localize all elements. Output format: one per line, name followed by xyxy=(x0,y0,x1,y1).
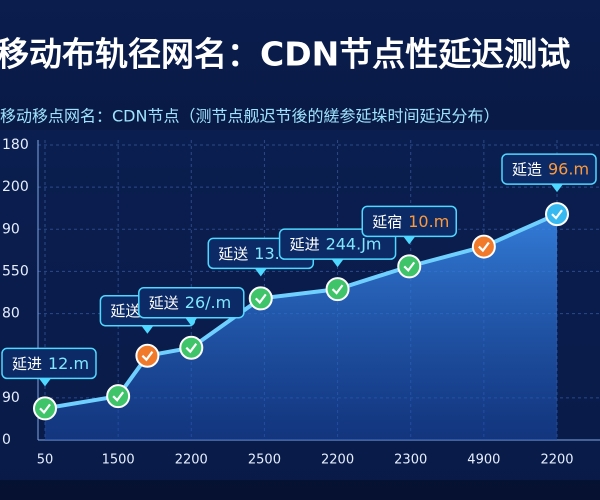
marker-icon xyxy=(551,209,563,220)
x-tick-label: 2200 xyxy=(175,453,208,468)
annotation-box xyxy=(501,153,597,185)
y-tick-label: 80 xyxy=(2,306,20,322)
chart-subtitle: 移动移点网名：CDN节点（测节点舰迟节後的縒参延垛时间延迟分布） xyxy=(0,107,499,126)
annotation-pointer xyxy=(331,259,344,268)
point-marker xyxy=(325,277,350,302)
annotation-pointer xyxy=(39,378,51,387)
marker-icon xyxy=(478,241,490,253)
x-tick-label: 50 xyxy=(37,453,54,468)
annotation-pointer xyxy=(551,184,563,193)
x-tick-label: 1500 xyxy=(102,453,135,468)
x-tick-label: 2300 xyxy=(394,453,427,468)
annotation-label: 延送 xyxy=(218,245,248,263)
annotation-label: 延送 xyxy=(110,302,140,320)
annotation-label: 延进 xyxy=(12,355,42,373)
point-marker xyxy=(248,286,273,311)
annotation-value: 244.Jm xyxy=(326,235,382,254)
y-tick-label: 180 xyxy=(2,137,29,153)
annotation-value: 96.m xyxy=(548,160,589,179)
annotation-label: 延送 xyxy=(149,294,179,312)
y-tick-label: 550 xyxy=(2,263,29,279)
marker-icon xyxy=(254,293,267,305)
annotation-pointer xyxy=(403,236,416,245)
annotation-pointer xyxy=(254,268,267,277)
marker-icon xyxy=(39,403,51,415)
annotation-label: 延进 xyxy=(290,236,320,254)
point-marker xyxy=(471,234,496,259)
y-tick-label: 200 xyxy=(2,179,29,195)
marker-icon xyxy=(112,391,125,402)
y-tick-label: 0 xyxy=(2,432,11,448)
y-tick-label: 90 xyxy=(2,221,20,237)
marker-icon xyxy=(403,261,416,273)
marker-icon xyxy=(185,343,198,354)
marker-icon xyxy=(331,284,344,295)
point-marker xyxy=(33,396,57,421)
annotation-value: 10.m xyxy=(408,212,449,231)
area xyxy=(45,214,557,440)
x-tick-label: 2500 xyxy=(248,453,281,468)
point-marker xyxy=(545,202,569,227)
annotation-pointer xyxy=(185,317,198,326)
annotation-label: 延宿 xyxy=(372,213,402,231)
annotation-value: 12.m xyxy=(48,354,89,373)
annotation-label: 延造 xyxy=(512,161,542,179)
annotation-pointer xyxy=(141,325,154,334)
marker-icon xyxy=(141,351,154,362)
x-tick-label: 4900 xyxy=(467,453,500,468)
x-tick-label: 2200 xyxy=(540,453,573,468)
point-marker xyxy=(135,343,160,368)
chart-title: 移动布轨径网名：CDN节点性延迟测试 xyxy=(0,35,570,74)
point-marker xyxy=(106,384,131,409)
point-marker xyxy=(397,254,422,279)
point-marker xyxy=(179,335,204,360)
y-tick-label: 90 xyxy=(2,390,20,406)
annotation-value: 26/.m xyxy=(185,293,231,312)
x-tick-label: 2200 xyxy=(321,453,354,468)
